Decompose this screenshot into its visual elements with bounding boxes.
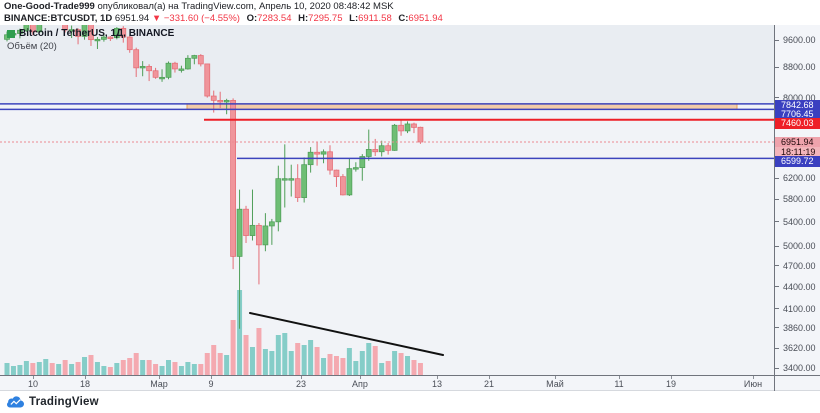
time-tick-label: Июн — [743, 379, 763, 389]
time-tick-label: 18 — [79, 379, 90, 389]
tradingview-logo-icon[interactable] — [7, 395, 24, 409]
price-axis[interactable]: 9600.00 8800.00 8000.00 6200.00 5800.00 5400.… — [774, 25, 820, 391]
price-tick-label: 6200.00 — [783, 173, 816, 184]
price-tick-label: 4700.00 — [783, 260, 816, 271]
close-label: C: — [398, 13, 409, 24]
symbol-title: BINANCE:BTCUSDT, 1D — [4, 13, 113, 24]
time-axis[interactable]: 10 18 Мар 9 23 Апр 13 21 Май 11 19 Июн — [0, 375, 820, 391]
price-axis-separator — [774, 25, 775, 391]
price-tick-mark — [775, 347, 779, 349]
time-tick-mark — [437, 376, 438, 379]
time-tick-mark — [301, 376, 302, 379]
high-label: H: — [298, 13, 309, 24]
price-tick-label: 5000.00 — [783, 241, 816, 252]
price-tick-label: 4400.00 — [783, 281, 816, 292]
price-tick-label: 8800.00 — [783, 62, 816, 73]
time-tick-mark — [159, 376, 160, 379]
price-tick-mark — [775, 39, 779, 41]
price-value-label: 7460.03 — [775, 117, 820, 129]
price-tick-mark — [775, 97, 779, 99]
candlestick-chart[interactable] — [0, 25, 774, 375]
price-tick-label: 3860.00 — [783, 322, 816, 333]
price-tick-mark — [775, 286, 779, 288]
price-tick-mark — [775, 367, 779, 369]
time-tick-label: 9 — [208, 379, 214, 389]
price-tick-label: 4100.00 — [783, 303, 816, 314]
down-arrow-icon: ▼ — [151, 13, 162, 24]
legend-volume-row[interactable]: Объём (20) — [7, 41, 57, 52]
time-tick-label: 23 — [295, 379, 306, 389]
chart-pane[interactable]: Bitcoin / TetherUS, 1Д, BINANCE Объём (2… — [0, 25, 774, 375]
publish-details: опубликовал(а) на TradingView.com, Апрел… — [94, 1, 394, 12]
high-value: 7295.75 — [308, 13, 343, 24]
time-tick-label: 21 — [483, 379, 494, 389]
time-tick-label: Мар — [150, 379, 168, 389]
time-tick-label: 19 — [665, 379, 676, 389]
chart-legend: Bitcoin / TetherUS, 1Д, BINANCE Объём (2… — [7, 28, 174, 52]
price-tick-label: 3400.00 — [783, 363, 816, 373]
open-value: 7283.54 — [257, 13, 292, 24]
price-value-label: 7706.45 — [775, 108, 820, 120]
price-tick-label: 3620.00 — [783, 343, 816, 354]
price-value-label: 6951.94 — [775, 136, 820, 148]
publish-byline: One-Good-Trade999 опубликовал(а) на Trad… — [4, 1, 820, 13]
time-tick-label: 11 — [614, 379, 624, 389]
open-label: O: — [246, 13, 258, 24]
close-value: 6951.94 — [408, 13, 443, 24]
price-change: −331.60 (−4.55%) — [163, 13, 240, 24]
price-tick-mark — [775, 66, 779, 68]
last-price: 6951.94 — [114, 13, 150, 24]
price-tick-mark — [775, 308, 779, 310]
time-tick-mark — [360, 376, 361, 379]
price-value-label: 7842.68 — [775, 99, 820, 111]
footer: TradingView — [0, 391, 820, 413]
time-tick-mark — [33, 376, 34, 379]
price-tick-mark — [775, 265, 779, 267]
price-tick-label: 9600.00 — [783, 35, 816, 45]
time-tick-mark — [211, 376, 212, 379]
price-tick-mark — [775, 327, 779, 329]
time-tick-label: 10 — [27, 379, 38, 389]
time-tick-mark — [489, 376, 490, 379]
time-tick-mark — [85, 376, 86, 379]
series-title: Bitcoin / TetherUS, 1Д, BINANCE — [19, 28, 175, 39]
symbol-status-line: BINANCE:BTCUSDT, 1D 6951.94 ▼ −331.60 (−… — [4, 13, 820, 25]
brand-name[interactable]: TradingView — [29, 396, 99, 408]
legend-series-row[interactable]: Bitcoin / TetherUS, 1Д, BINANCE — [7, 28, 174, 39]
price-tick-label: 5400.00 — [783, 216, 816, 227]
price-tick-label: 5800.00 — [783, 194, 816, 205]
author-name: One-Good-Trade999 — [4, 1, 95, 12]
time-tick-label: 13 — [431, 379, 442, 389]
time-tick-mark — [619, 376, 620, 379]
time-tick-mark — [555, 376, 556, 379]
series-color-icon — [7, 29, 15, 38]
price-tick-mark — [775, 177, 779, 179]
publish-info-header: One-Good-Trade999 опубликовал(а) на Trad… — [0, 0, 820, 25]
price-value-label: 6599.72 — [775, 155, 820, 167]
price-value-label: 18:11:19 — [775, 146, 820, 158]
price-tick-mark — [775, 198, 779, 200]
price-tick-mark — [775, 221, 779, 223]
low-label: L: — [349, 13, 359, 24]
time-tick-label: Май — [546, 379, 564, 389]
time-tick-mark — [753, 376, 754, 379]
price-tick-mark — [775, 245, 779, 247]
price-tick-label: 8000.00 — [783, 92, 816, 103]
low-value: 6911.58 — [358, 13, 392, 24]
time-tick-label: Апр — [352, 379, 368, 389]
time-tick-mark — [671, 376, 672, 379]
